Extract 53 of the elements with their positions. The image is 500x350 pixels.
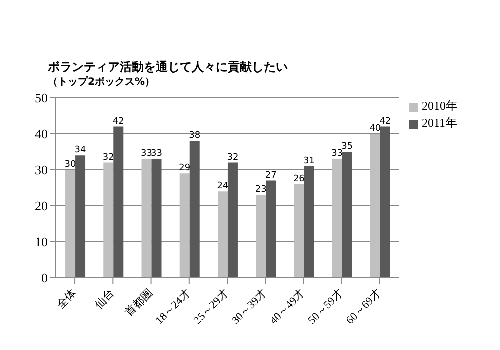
bar bbox=[304, 166, 314, 278]
x-tick-label: 30～39才 bbox=[229, 286, 270, 328]
bar bbox=[114, 126, 124, 278]
data-label: 34 bbox=[74, 146, 87, 156]
bar bbox=[332, 159, 342, 278]
bar bbox=[342, 152, 352, 278]
data-label: 40 bbox=[370, 124, 382, 134]
bar bbox=[104, 162, 114, 278]
legend-label: 2010年 bbox=[422, 99, 458, 113]
bar bbox=[76, 156, 86, 278]
x-tick-label: 40～49才 bbox=[267, 286, 308, 328]
data-label: 26 bbox=[293, 174, 306, 184]
x-tick-label: 仙台 bbox=[92, 286, 118, 312]
x-tick-label: 18～24才 bbox=[152, 286, 194, 328]
data-label: 42 bbox=[112, 116, 124, 127]
data-label: 32 bbox=[102, 152, 114, 163]
x-tick-label: 全体 bbox=[54, 287, 79, 312]
bar bbox=[380, 126, 390, 278]
data-label: 32 bbox=[227, 152, 239, 163]
y-tick-label: 20 bbox=[35, 198, 48, 214]
y-tick-label: 30 bbox=[35, 162, 48, 178]
y-tick-label: 0 bbox=[42, 270, 48, 286]
bar bbox=[370, 134, 380, 278]
data-label: 23 bbox=[255, 185, 267, 196]
bar bbox=[218, 192, 228, 278]
bar bbox=[152, 159, 162, 278]
x-tick-label: 50～59才 bbox=[305, 286, 346, 328]
y-tick-label: 10 bbox=[35, 234, 48, 250]
x-tick-label: 60～69才 bbox=[344, 286, 384, 328]
bar bbox=[228, 162, 238, 278]
bar bbox=[190, 141, 200, 278]
bar bbox=[256, 195, 266, 278]
bar bbox=[180, 174, 190, 278]
data-label: 29 bbox=[179, 164, 191, 174]
data-label: 31 bbox=[303, 156, 315, 166]
legend-label: 2011年 bbox=[422, 116, 458, 130]
x-tick-label: 首都圏 bbox=[122, 286, 156, 320]
bar bbox=[266, 180, 276, 278]
y-tick-label: 50 bbox=[35, 90, 48, 106]
bar bbox=[66, 170, 76, 278]
data-label: 38 bbox=[189, 131, 201, 142]
chart-subtitle: （トップ2ボックス%） bbox=[48, 76, 156, 90]
bar bbox=[142, 159, 152, 278]
y-tick-label: 40 bbox=[35, 126, 48, 142]
data-label: 27 bbox=[265, 170, 277, 181]
data-label: 33 bbox=[332, 149, 344, 160]
data-label: 33 bbox=[151, 149, 162, 160]
bar bbox=[294, 184, 304, 278]
data-label: 42 bbox=[380, 116, 392, 127]
x-tick-label: 25～29才 bbox=[191, 286, 232, 328]
data-label: 35 bbox=[342, 142, 354, 152]
chart-title: ボランティア活動を通じて人々に貢献したい bbox=[48, 60, 289, 74]
data-label: 33 bbox=[141, 149, 152, 160]
